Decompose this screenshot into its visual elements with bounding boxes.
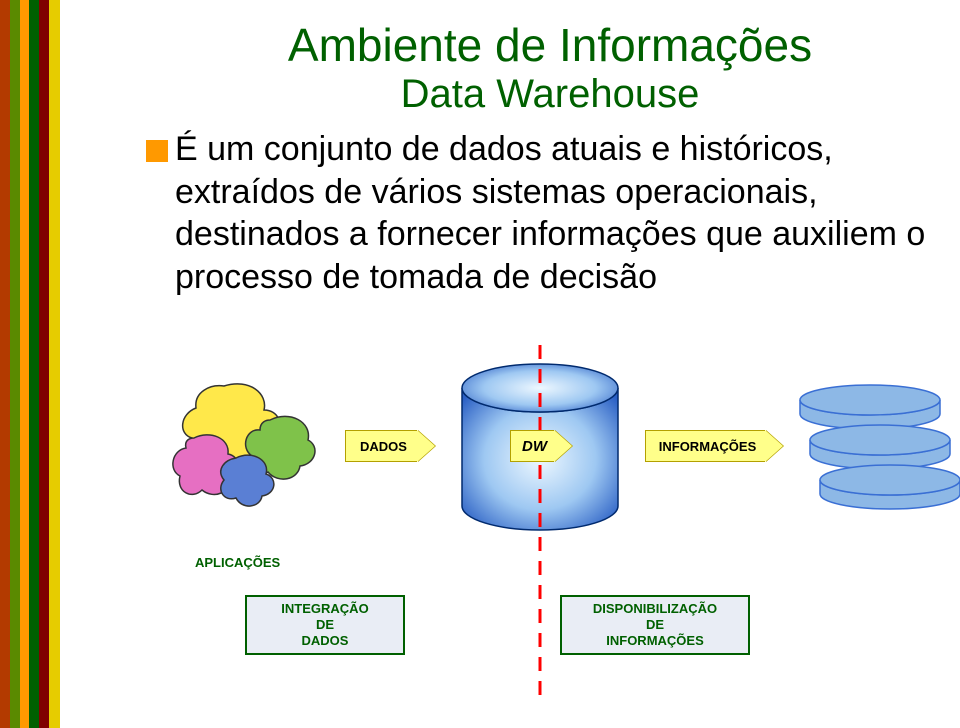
informacoes-tag-label: INFORMAÇÕES	[659, 439, 757, 454]
divider-line-icon	[537, 345, 543, 695]
sidebar-stripe	[10, 0, 20, 728]
dw-diagram: DADOS DW INFORMAÇÕES APLICAÇÕES INTEGRAÇ…	[140, 360, 960, 720]
dados-tag-label: DADOS	[360, 439, 407, 454]
sidebar-stripe	[20, 0, 29, 728]
page-title: Ambiente de Informações	[140, 18, 960, 72]
dados-tag: DADOS	[345, 430, 435, 462]
bullet-icon	[146, 140, 168, 162]
slide-content: Ambiente de Informações Data Warehouse É…	[60, 0, 960, 728]
sidebar-stripes	[0, 0, 60, 728]
datamart-disks-icon	[780, 380, 960, 520]
dw-tag-label: DW	[522, 438, 547, 455]
page-subtitle: Data Warehouse	[140, 72, 960, 117]
sidebar-stripe	[0, 0, 10, 728]
disponibilizacao-box: DISPONIBILIZAÇÃODEINFORMAÇÕES	[560, 595, 750, 655]
sidebar-stripe	[39, 0, 49, 728]
sidebar-stripe	[29, 0, 39, 728]
informacoes-tag: INFORMAÇÕES	[645, 430, 783, 462]
body-text: É um conjunto de dados atuais e históric…	[175, 128, 960, 298]
integracao-box: INTEGRAÇÃODEDADOS	[245, 595, 405, 655]
dw-tag: DW	[510, 430, 572, 462]
sidebar-stripe	[49, 0, 60, 728]
source-blobs-icon	[170, 380, 320, 510]
aplicacoes-label: APLICAÇÕES	[195, 555, 280, 570]
